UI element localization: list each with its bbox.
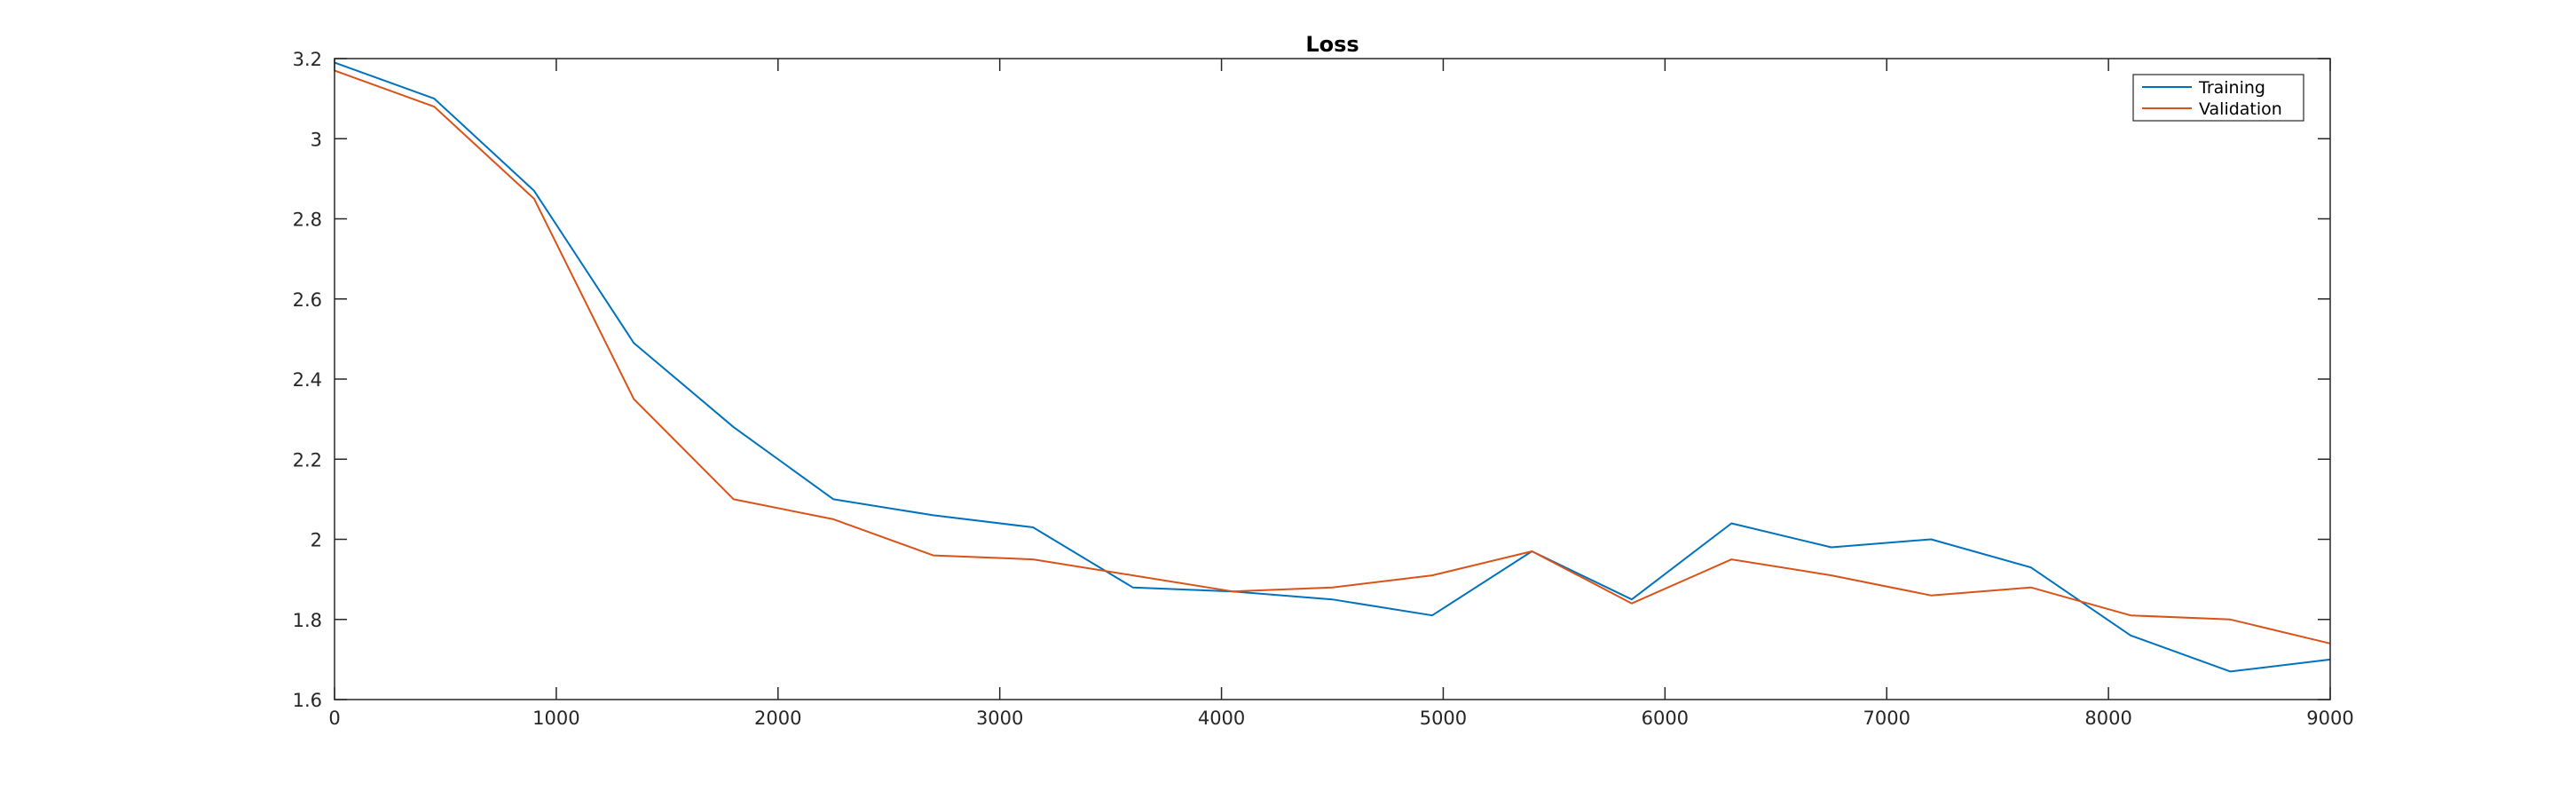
y-tick-label: 2.4 <box>293 369 322 391</box>
series-line-validation <box>334 69 2331 645</box>
y-tick-label: 1.8 <box>293 610 322 631</box>
plot-background <box>335 59 2330 700</box>
x-tick-label: 3000 <box>976 708 1023 729</box>
legend-box <box>2132 74 2304 122</box>
x-tick-label: 1000 <box>532 708 579 729</box>
legend-label-training: Training <box>2198 78 2265 98</box>
x-tick-label: 7000 <box>1863 708 1910 729</box>
axes-layer: 0 1000 2000 3000 4000 5000 6000 7000 8000 9000 1.6… <box>293 49 2354 729</box>
x-tick-label: 8000 <box>2084 708 2131 729</box>
x-tick-label: 4000 <box>1198 708 1245 729</box>
x-tick-label: 9000 <box>2306 708 2353 729</box>
x-tick-label: 2000 <box>754 708 801 729</box>
x-tick-label: 0 <box>328 708 340 729</box>
x-tick-label: 6000 <box>1642 708 1689 729</box>
x-tick-label: 5000 <box>1420 708 1467 729</box>
y-tick-label: 3.2 <box>293 49 322 70</box>
y-tick-label: 2.8 <box>293 210 322 231</box>
series-line-training <box>334 61 2331 673</box>
y-tick-label: 3 <box>311 129 322 150</box>
y-tick-label: 1.6 <box>293 690 322 711</box>
chart-title: Loss <box>1305 32 1359 57</box>
plot-area <box>335 59 2330 700</box>
y-tick-label: 2.6 <box>293 289 322 311</box>
y-tick-label: 2.2 <box>293 449 322 471</box>
series-layer <box>334 61 2331 673</box>
legend-label-validation: Validation <box>2199 99 2282 119</box>
y-tick-label: 2 <box>311 530 322 551</box>
